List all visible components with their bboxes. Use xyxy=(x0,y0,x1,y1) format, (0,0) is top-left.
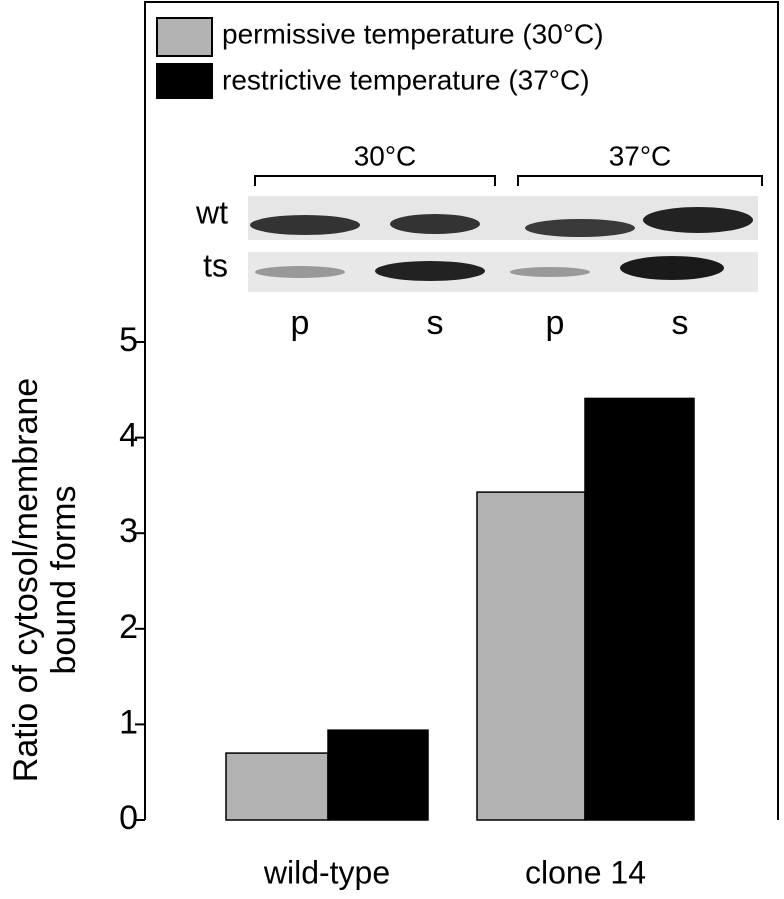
bar xyxy=(476,491,586,821)
bar xyxy=(225,752,329,821)
y-axis-label: Ratio of cytosol/membrane xyxy=(7,378,45,782)
bar xyxy=(584,397,695,821)
blot-lane-label: p xyxy=(546,304,565,342)
blot-row-label: wt xyxy=(195,194,228,230)
y-tick-label: 5 xyxy=(119,321,138,359)
y-tick-label: 3 xyxy=(119,512,138,550)
x-tick-label: clone 14 xyxy=(525,854,646,890)
blot-row-label: ts xyxy=(203,247,228,283)
blot-lane-label: s xyxy=(427,304,444,342)
frame xyxy=(144,1,779,820)
blot-temperature: 37°C xyxy=(609,140,672,171)
legend-label: restrictive temperature (37°C) xyxy=(222,64,590,95)
y-tick-label: 4 xyxy=(119,417,138,455)
x-tick-label: wild-type xyxy=(263,854,390,890)
y-tick-label: 2 xyxy=(119,608,138,646)
blot xyxy=(248,175,763,292)
y-axis-label: bound forms xyxy=(45,486,83,675)
bar xyxy=(327,729,429,821)
blot-temperature: 30°C xyxy=(354,140,417,171)
legend-swatch xyxy=(156,17,213,57)
blot-lane-label: s xyxy=(672,304,689,342)
blot-lane-label: p xyxy=(291,304,310,342)
legend-swatch xyxy=(156,63,213,99)
y-tick-label: 0 xyxy=(119,799,138,837)
y-tick-label: 1 xyxy=(119,703,138,741)
legend-label: permissive temperature (30°C) xyxy=(222,18,604,49)
